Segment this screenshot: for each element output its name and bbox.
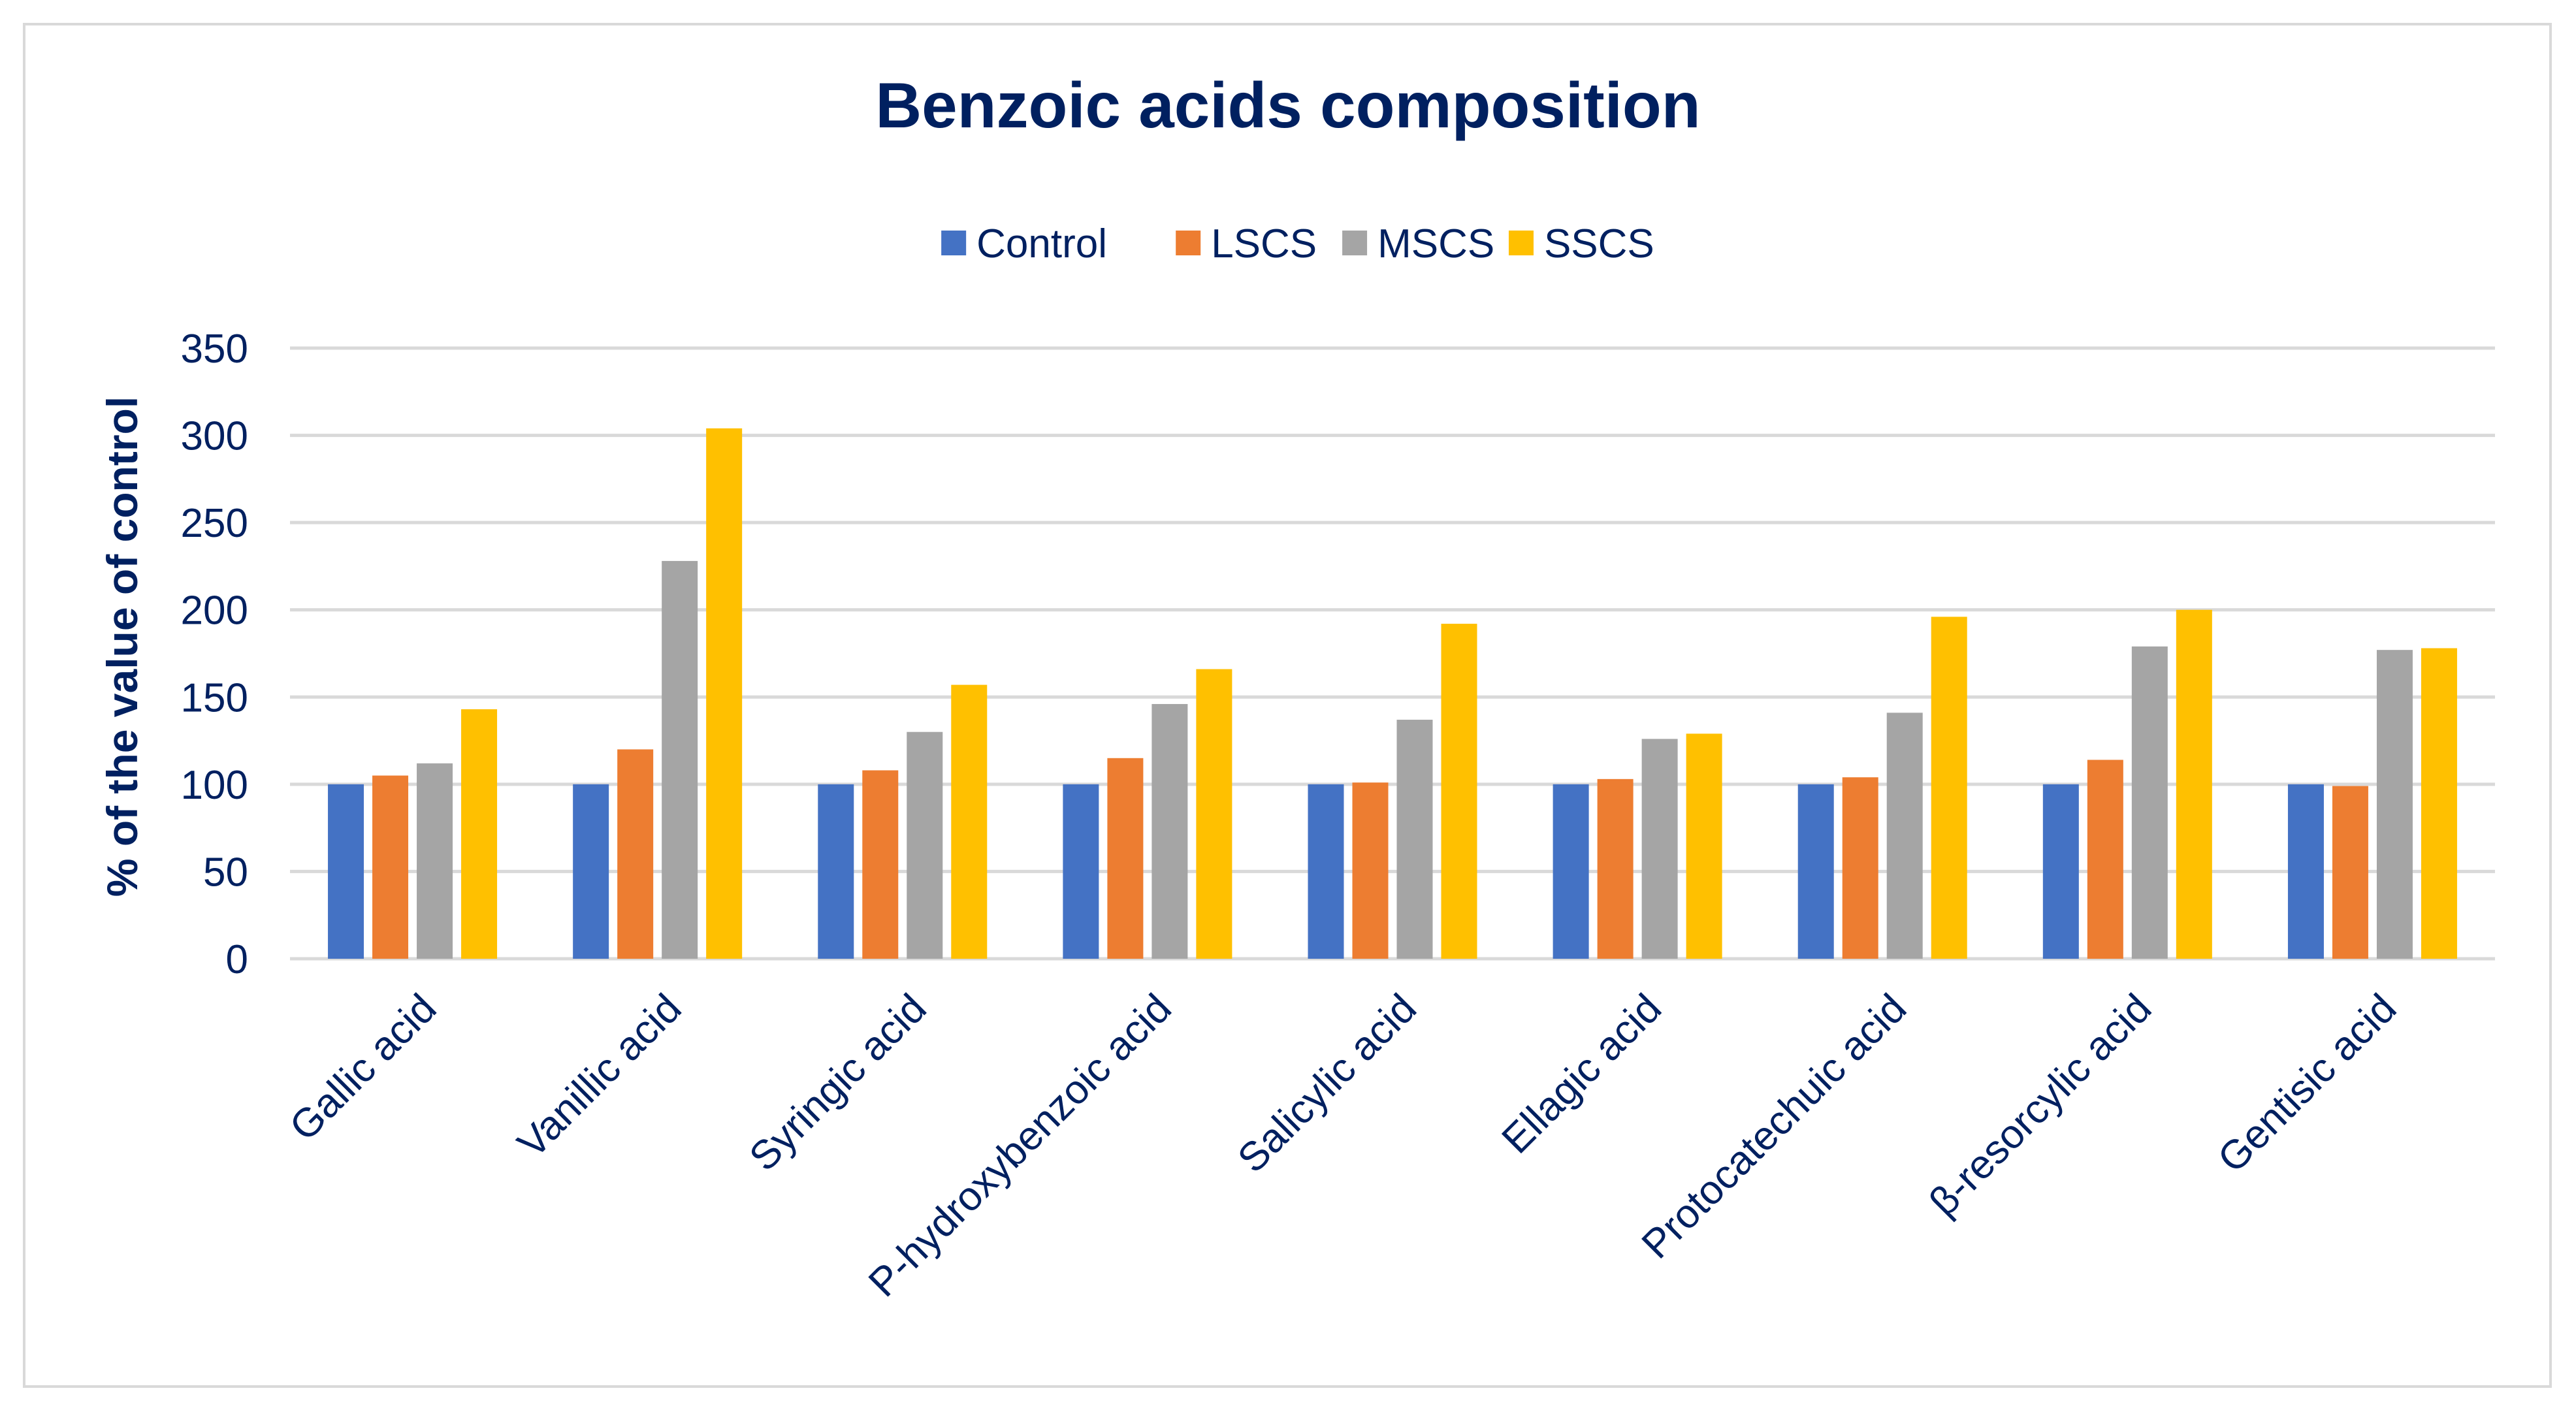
y-axis-label: % of the value of control <box>98 396 146 897</box>
bar-lscs-4 <box>1352 782 1389 959</box>
legend-label-control: Control <box>976 221 1107 266</box>
bar-control-2 <box>818 784 854 959</box>
y-tick-label: 200 <box>181 588 248 634</box>
x-tick-label: Salicylic acid <box>1229 986 1425 1181</box>
y-tick-label: 150 <box>181 675 248 720</box>
bar-lscs-2 <box>862 770 899 959</box>
bar-mscs-0 <box>417 763 453 959</box>
x-tick-label: Gentisic acid <box>2210 986 2406 1181</box>
bar-control-0 <box>328 784 364 959</box>
bar-sscs-6 <box>1931 617 1967 959</box>
legend: Control LSCS MSCS SSCS <box>941 221 1654 266</box>
x-tick-label: Ellagic acid <box>1493 986 1670 1163</box>
bar-sscs-2 <box>951 684 988 959</box>
legend-swatch-lscs <box>1176 231 1201 255</box>
x-tick-label: β-resorcylic acid <box>1921 986 2160 1225</box>
bar-mscs-2 <box>907 731 943 959</box>
y-tick-label: 350 <box>181 327 248 372</box>
bar-sscs-5 <box>1686 733 1722 959</box>
bar-lscs-1 <box>617 749 654 959</box>
bar-sscs-1 <box>706 428 743 959</box>
bar-lscs-0 <box>372 775 409 959</box>
chart-frame <box>23 23 2552 1388</box>
y-axis-ticks: 0 50 100 150 200 250 300 350 <box>181 327 248 982</box>
bar-sscs-4 <box>1441 624 1477 959</box>
bar-mscs-3 <box>1151 703 1188 959</box>
legend-swatch-control <box>941 231 967 255</box>
x-tick-label: Gallic acid <box>281 986 445 1149</box>
legend-label-mscs: MSCS <box>1377 221 1494 266</box>
bars <box>328 428 2457 959</box>
bar-mscs-6 <box>1886 713 1923 959</box>
bar-sscs-0 <box>461 709 498 959</box>
bar-lscs-8 <box>2332 786 2368 959</box>
y-tick-label: 0 <box>226 937 248 982</box>
y-tick-label: 300 <box>181 414 248 459</box>
bar-control-5 <box>1553 784 1589 959</box>
x-tick-label: Vanillic acid <box>509 986 690 1166</box>
bar-sscs-8 <box>2421 648 2457 959</box>
x-tick-label: Protocatechuic acid <box>1634 986 1915 1267</box>
bar-control-7 <box>2042 784 2079 959</box>
legend-swatch-sscs <box>1508 231 1534 255</box>
bar-lscs-3 <box>1107 758 1144 959</box>
legend-swatch-mscs <box>1342 231 1368 255</box>
bar-control-3 <box>1063 784 1099 959</box>
bar-lscs-5 <box>1597 778 1634 959</box>
bar-mscs-7 <box>2131 646 2168 959</box>
bar-mscs-1 <box>662 560 698 959</box>
bar-lscs-7 <box>2087 760 2123 959</box>
y-tick-label: 50 <box>203 850 248 895</box>
y-tick-label: 100 <box>181 763 248 808</box>
y-tick-label: 250 <box>181 501 248 546</box>
bar-control-8 <box>2287 784 2324 959</box>
bar-sscs-3 <box>1196 669 1232 959</box>
legend-label-sscs: SSCS <box>1544 221 1654 266</box>
x-tick-label: Syringic acid <box>741 986 935 1179</box>
bar-control-4 <box>1308 784 1344 959</box>
bar-control-1 <box>573 784 609 959</box>
gridlines <box>290 346 2495 961</box>
bar-lscs-6 <box>1842 777 1878 959</box>
bar-sscs-7 <box>2176 609 2212 959</box>
legend-label-lscs: LSCS <box>1211 221 1317 266</box>
bar-mscs-8 <box>2376 650 2413 959</box>
x-axis-ticks: Gallic acid Vanillic acid Syringic acidP-h… <box>281 986 2405 1306</box>
bar-mscs-5 <box>1641 739 1678 959</box>
bar-mscs-4 <box>1396 720 1433 959</box>
bar-control-6 <box>1797 784 1834 959</box>
chart-title: Benzoic acids composition <box>875 69 1700 141</box>
